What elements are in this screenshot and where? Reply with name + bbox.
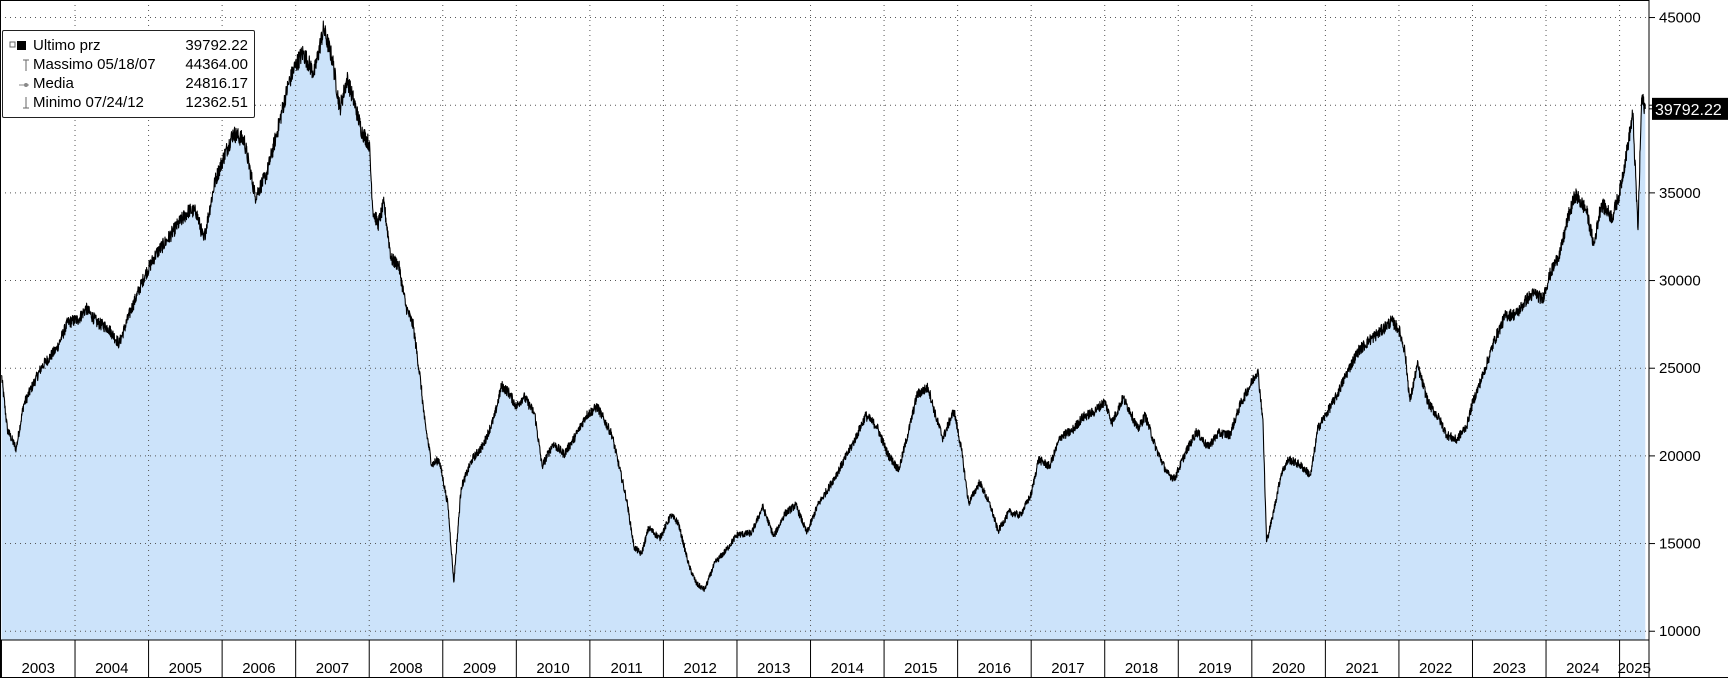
x-tick-label: 2003: [22, 660, 55, 677]
x-tick-label: 2015: [904, 660, 937, 677]
x-tick-label: 2006: [242, 660, 275, 677]
y-tick-label: 10000: [1659, 623, 1701, 640]
y-tick-label: 45000: [1659, 10, 1701, 27]
x-tick-label: 2012: [684, 660, 717, 677]
y-tick-label: 30000: [1659, 273, 1701, 290]
x-tick-label: 2019: [1198, 660, 1231, 677]
x-tick-label: 2016: [978, 660, 1011, 677]
y-tick-label: 25000: [1659, 360, 1701, 377]
x-tick-label: 2005: [169, 660, 202, 677]
x-tick-label: 2018: [1125, 660, 1158, 677]
x-tick-label: 2022: [1419, 660, 1452, 677]
legend-label: Minimo 07/24/12: [33, 94, 144, 111]
filled-square-icon: [9, 38, 29, 54]
legend-label: Ultimo prz: [33, 37, 101, 54]
x-tick-label: 2010: [536, 660, 569, 677]
legend-item-maximum: Massimo 05/18/07 44364.00: [3, 56, 254, 74]
legend-value: 44364.00: [185, 56, 248, 73]
x-tick-label: 2021: [1345, 660, 1378, 677]
legend-label: Massimo 05/18/07: [33, 56, 156, 73]
x-tick-label: 2007: [316, 660, 349, 677]
legend-label: Media: [33, 75, 74, 92]
y-tick-label: 35000: [1659, 185, 1701, 202]
average-line-icon: [9, 76, 33, 92]
x-tick-label: 2013: [757, 660, 790, 677]
x-tick-label: 2024: [1566, 660, 1599, 677]
x-tick-label: 2020: [1272, 660, 1305, 677]
min-marker-icon: [9, 95, 29, 111]
x-tick-label: 2017: [1051, 660, 1084, 677]
last-price-tag: [1652, 97, 1728, 120]
y-tick-label: 15000: [1659, 536, 1701, 553]
legend-value: 12362.51: [185, 94, 248, 111]
legend-value: 39792.22: [185, 37, 248, 54]
x-tick-label: 2023: [1493, 660, 1526, 677]
x-tick-label: 2004: [95, 660, 128, 677]
legend-item-minimum: Minimo 07/24/12 12362.51: [3, 94, 254, 112]
legend-item-average: Media 24816.17: [3, 75, 254, 93]
legend-item-last-price: Ultimo prz 39792.22: [3, 37, 254, 55]
price-line: [0, 20, 1646, 592]
legend-value: 24816.17: [185, 75, 248, 92]
legend-box: Ultimo prz 39792.22 Massimo 05/18/07 443…: [2, 30, 255, 118]
x-tick-label: 2008: [389, 660, 422, 677]
last-price-tag-label: 39792.22: [1655, 102, 1722, 119]
x-tick-label: 2014: [831, 660, 864, 677]
area-fill: [1, 21, 1646, 640]
x-tick-label: 2009: [463, 660, 496, 677]
y-tick-label: 20000: [1659, 448, 1701, 465]
x-tick-label: 2011: [611, 660, 643, 677]
x-tick-label: 2025: [1618, 660, 1651, 677]
max-marker-icon: [9, 57, 29, 73]
